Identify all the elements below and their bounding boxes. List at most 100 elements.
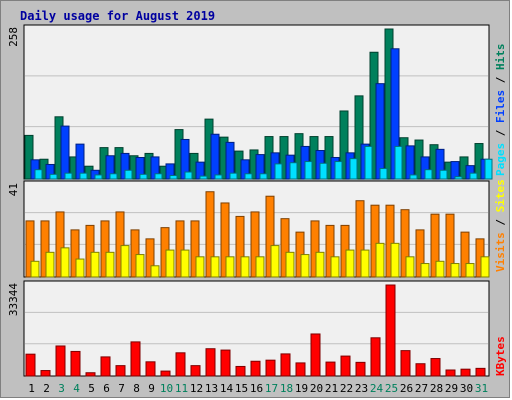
x-tick-label: 25: [385, 382, 398, 395]
bar-sites-day-4: [75, 258, 85, 278]
bar-sites-day-25: [390, 242, 400, 278]
bar-kbytes-day-18: [280, 353, 291, 377]
bar-sites-day-12: [195, 256, 205, 278]
x-tick-label: 9: [148, 382, 155, 395]
bar-hits-day-22: [339, 110, 349, 180]
bar-pages-day-12: [199, 175, 208, 180]
x-tick-label: 27: [415, 382, 428, 395]
bar-sites-day-22: [345, 249, 355, 278]
legend-sites: Sites: [494, 179, 507, 212]
bar-kbytes-day-17: [265, 359, 276, 377]
bar-kbytes-day-7: [115, 365, 126, 377]
bar-kbytes-day-13: [205, 348, 216, 377]
bar-visits-day-12: [190, 220, 200, 278]
x-tick-label: 22: [340, 382, 353, 395]
x-tick-label: 8: [133, 382, 140, 395]
bar-pages-day-13: [214, 174, 223, 180]
bar-visits-day-14: [220, 202, 230, 278]
bar-sites-day-9: [150, 265, 160, 278]
bar-sites-day-24: [375, 242, 385, 278]
ymax-label-hits-files-pages: 258: [7, 27, 20, 47]
x-tick-label: 29: [445, 382, 458, 395]
x-tick-label: 17: [265, 382, 278, 395]
x-tick-label: 18: [280, 382, 293, 395]
bar-pages-day-18: [289, 162, 298, 180]
bar-kbytes-day-6: [100, 356, 111, 377]
bar-kbytes-day-3: [55, 345, 66, 377]
bar-pages-day-4: [79, 172, 88, 180]
legend-visits: Visits: [494, 232, 507, 272]
bar-visits-day-17: [265, 195, 275, 278]
legend-kbytes: KBytes: [494, 336, 507, 376]
x-tick-label: 20: [310, 382, 323, 395]
bar-pages-day-14: [229, 172, 238, 180]
x-tick-label: 14: [220, 382, 234, 395]
bar-visits-day-18: [280, 218, 290, 278]
bar-pages-day-26: [409, 174, 418, 180]
legend-hits-files-pages: Pages / Files / Hits: [494, 44, 507, 177]
bar-kbytes-day-20: [310, 333, 321, 377]
bar-kbytes-day-11: [175, 352, 186, 377]
bar-sites-day-17: [270, 245, 280, 278]
bar-visits-day-6: [100, 220, 110, 278]
x-tick-label: 13: [205, 382, 218, 395]
bar-kbytes-day-29: [445, 369, 456, 377]
bar-kbytes-day-19: [295, 362, 306, 377]
bar-visits-day-28: [430, 213, 440, 278]
bar-kbytes-day-27: [415, 363, 426, 377]
bar-pages-day-3: [64, 172, 73, 180]
bar-sites-day-13: [210, 256, 220, 278]
bar-files-day-24: [375, 83, 385, 180]
x-tick-label: 5: [88, 382, 95, 395]
bar-sites-day-19: [300, 254, 310, 278]
bar-sites-day-30: [465, 263, 475, 278]
bar-files-day-3: [60, 125, 70, 180]
bar-sites-day-21: [330, 256, 340, 278]
bar-pages-day-22: [349, 158, 358, 180]
bar-visits-day-9: [145, 238, 155, 278]
bar-pages-day-20: [319, 162, 328, 180]
bar-pages-day-15: [244, 173, 253, 180]
bar-visits-day-2: [40, 220, 50, 278]
bar-pages-day-28: [439, 169, 448, 180]
x-tick-label: 4: [73, 382, 80, 395]
bar-sites-day-31: [480, 256, 490, 278]
legend-files: Files: [494, 90, 507, 123]
bar-kbytes-day-8: [130, 341, 141, 377]
bar-pages-day-1: [34, 169, 43, 180]
bar-sites-day-2: [45, 251, 55, 278]
bar-sites-day-1: [30, 260, 40, 278]
x-tick-label: 26: [400, 382, 413, 395]
bar-kbytes-day-9: [145, 361, 156, 377]
bar-sites-day-6: [105, 251, 115, 278]
bar-pages-day-5: [94, 174, 103, 180]
bar-sites-day-16: [255, 256, 265, 278]
bar-sites-day-3: [60, 247, 70, 278]
bar-pages-day-24: [379, 168, 388, 180]
bar-pages-day-21: [334, 161, 343, 180]
bar-kbytes-day-25: [385, 284, 396, 377]
bar-sites-day-8: [135, 254, 145, 278]
bar-visits-day-16: [250, 211, 260, 278]
bar-kbytes-day-28: [430, 358, 441, 377]
bar-visits-day-15: [235, 215, 245, 278]
bar-pages-day-30: [469, 172, 478, 180]
bar-pages-day-19: [304, 161, 313, 180]
bar-visits-day-24: [370, 204, 380, 278]
x-tick-label: 2: [43, 382, 50, 395]
bar-pages-day-9: [154, 173, 163, 180]
bar-hits-day-23: [354, 95, 364, 180]
bar-visits-day-8: [130, 229, 140, 278]
bar-visits-day-20: [310, 220, 320, 278]
x-tick-label: 10: [160, 382, 173, 395]
bar-visits-day-27: [415, 229, 425, 278]
bar-pages-day-17: [274, 163, 283, 180]
bar-visits-day-7: [115, 211, 125, 278]
bar-files-day-26: [405, 145, 415, 180]
bar-pages-day-25: [394, 145, 403, 180]
bar-visits-day-3: [55, 211, 65, 278]
bar-kbytes-day-12: [190, 365, 201, 377]
bar-pages-day-31: [484, 158, 493, 180]
bar-sites-day-18: [285, 251, 295, 278]
